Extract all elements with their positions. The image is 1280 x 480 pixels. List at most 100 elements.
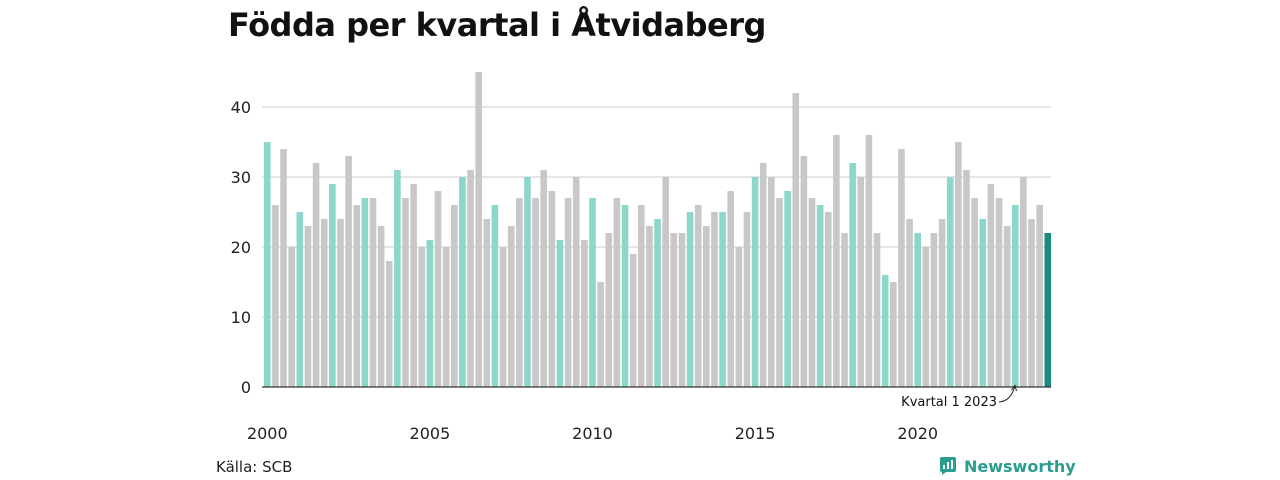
bar — [459, 177, 466, 387]
bar — [792, 93, 800, 387]
source-note: Källa: SCB — [216, 458, 293, 476]
bar — [1036, 205, 1043, 387]
bar — [564, 198, 572, 387]
bar — [637, 205, 645, 387]
bar — [418, 247, 426, 387]
bar — [678, 233, 686, 387]
bar — [873, 233, 881, 387]
bar — [475, 72, 482, 387]
bar — [841, 233, 848, 387]
bar — [353, 205, 361, 387]
y-tick-label: 0 — [241, 378, 251, 397]
bar — [483, 219, 491, 387]
x-tick-label: 2020 — [897, 424, 938, 443]
bar — [743, 212, 751, 387]
y-tick-label: 20 — [231, 238, 251, 257]
bar — [426, 240, 434, 387]
bar — [865, 135, 873, 387]
annotation-label: Kvartal 1 2023 — [901, 395, 997, 410]
bar — [881, 275, 889, 387]
bar — [369, 198, 377, 387]
bar — [703, 226, 710, 387]
chart-title: Födda per kvartal i Åtvidaberg — [228, 6, 766, 44]
bar — [296, 212, 304, 387]
bar — [394, 170, 401, 387]
bar — [516, 198, 523, 387]
bar — [824, 212, 832, 387]
bar — [272, 205, 279, 387]
bar — [589, 198, 596, 387]
bar — [572, 177, 580, 387]
bar — [751, 177, 759, 387]
x-tick-label: 2000 — [247, 424, 288, 443]
bar — [345, 156, 352, 387]
bar — [385, 261, 393, 387]
x-tick-label: 2005 — [410, 424, 451, 443]
bar — [540, 170, 548, 387]
bar — [629, 254, 637, 387]
bar — [1028, 219, 1035, 387]
bar — [280, 149, 287, 387]
bar — [442, 247, 450, 387]
bar — [662, 177, 669, 387]
bar — [930, 233, 938, 387]
bar — [1020, 177, 1027, 387]
bar — [654, 219, 661, 387]
bar — [329, 184, 336, 387]
bar — [849, 163, 856, 387]
bar — [857, 177, 865, 387]
bar — [922, 247, 930, 387]
y-tick-label: 30 — [231, 168, 251, 187]
bar — [1003, 226, 1011, 387]
bar — [955, 142, 962, 387]
bar — [581, 240, 588, 387]
bar — [288, 247, 295, 387]
annotation-arrow — [998, 385, 1016, 403]
bar — [597, 282, 604, 387]
y-axis-ticks: 0 10 20 30 40 — [231, 98, 251, 397]
y-tick-label: 40 — [231, 98, 251, 117]
bar — [890, 282, 897, 387]
bar — [898, 149, 905, 387]
bar — [264, 142, 271, 387]
bar — [450, 205, 458, 387]
bar — [979, 219, 987, 387]
bar — [800, 156, 808, 387]
brand-logo: Newsworthy — [938, 456, 1076, 476]
x-axis-ticks: 2000 2005 2010 2015 2020 — [247, 424, 938, 443]
bar — [711, 212, 718, 387]
bar — [491, 205, 499, 387]
bar — [524, 177, 531, 387]
bar — [768, 177, 775, 387]
bar — [507, 226, 515, 387]
bar — [808, 198, 816, 387]
bar — [434, 191, 442, 387]
bar — [532, 198, 539, 387]
bar — [548, 191, 556, 387]
bar — [971, 198, 978, 387]
x-tick-label: 2015 — [735, 424, 776, 443]
bar — [938, 219, 946, 387]
y-tick-label: 10 — [231, 308, 251, 327]
bar — [784, 191, 791, 387]
bar — [735, 247, 743, 387]
bar — [377, 226, 385, 387]
bar — [320, 219, 328, 387]
bar — [759, 163, 767, 387]
bar — [499, 247, 507, 387]
bar — [995, 198, 1003, 387]
bar — [1011, 205, 1019, 387]
bar — [402, 198, 409, 387]
bar — [646, 226, 653, 387]
bar — [914, 233, 921, 387]
bar — [605, 233, 613, 387]
bar — [312, 163, 320, 387]
bar — [467, 170, 474, 387]
bar — [719, 212, 726, 387]
bar — [304, 226, 312, 387]
bar — [987, 184, 995, 387]
bar — [613, 198, 621, 387]
bar — [776, 198, 783, 387]
bar — [946, 177, 954, 387]
bars — [264, 72, 1052, 387]
